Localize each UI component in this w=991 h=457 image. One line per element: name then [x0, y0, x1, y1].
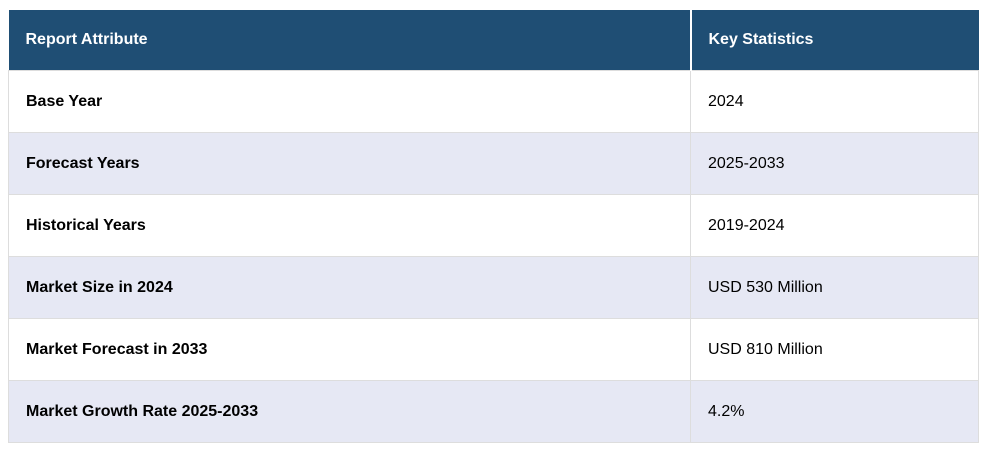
table-row: Base Year 2024	[8, 70, 979, 133]
attribute-cell: Base Year	[8, 70, 691, 133]
attribute-cell: Market Growth Rate 2025-2033	[8, 380, 691, 443]
table-header-row: Report Attribute Key Statistics	[8, 10, 979, 71]
table-row: Historical Years 2019-2024	[8, 194, 979, 257]
header-report-attribute: Report Attribute	[8, 10, 691, 71]
value-cell: 4.2%	[690, 380, 979, 443]
attribute-cell: Historical Years	[8, 194, 691, 257]
header-key-statistics: Key Statistics	[689, 10, 979, 71]
report-attributes-table: Report Attribute Key Statistics Base Yea…	[8, 10, 979, 443]
table-row: Market Forecast in 2033 USD 810 Million	[8, 318, 979, 381]
table-row: Market Growth Rate 2025-2033 4.2%	[8, 380, 979, 443]
value-cell: 2019-2024	[690, 194, 979, 257]
attribute-cell: Forecast Years	[8, 132, 691, 195]
value-cell: USD 530 Million	[690, 256, 979, 319]
value-cell: 2024	[690, 70, 979, 133]
attribute-cell: Market Forecast in 2033	[8, 318, 691, 381]
value-cell: 2025-2033	[690, 132, 979, 195]
table-row: Forecast Years 2025-2033	[8, 132, 979, 195]
table-row: Market Size in 2024 USD 530 Million	[8, 256, 979, 319]
value-cell: USD 810 Million	[690, 318, 979, 381]
attribute-cell: Market Size in 2024	[8, 256, 691, 319]
